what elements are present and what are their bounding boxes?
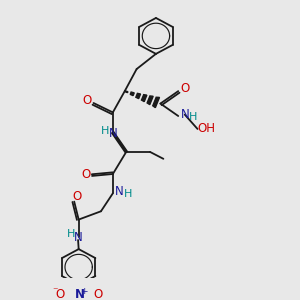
Polygon shape	[124, 91, 128, 93]
Text: N: N	[180, 108, 189, 121]
Text: N: N	[75, 289, 85, 300]
Text: O: O	[72, 190, 81, 202]
Text: ⁻: ⁻	[52, 286, 58, 296]
Text: O: O	[56, 288, 65, 300]
Text: H: H	[189, 112, 197, 122]
Text: +: +	[80, 287, 88, 296]
Text: O: O	[180, 82, 189, 95]
Text: H: H	[67, 230, 75, 239]
Text: OH: OH	[197, 122, 215, 136]
Text: O: O	[81, 168, 90, 181]
Polygon shape	[142, 94, 147, 102]
Text: H: H	[101, 126, 110, 136]
Text: O: O	[93, 288, 103, 300]
Text: N: N	[74, 231, 82, 244]
Text: H: H	[124, 189, 132, 199]
Polygon shape	[130, 92, 134, 96]
Polygon shape	[153, 97, 160, 108]
Text: O: O	[82, 94, 91, 107]
Polygon shape	[147, 96, 153, 105]
Polygon shape	[136, 93, 140, 99]
Text: N: N	[109, 128, 118, 140]
Text: N: N	[115, 185, 124, 198]
